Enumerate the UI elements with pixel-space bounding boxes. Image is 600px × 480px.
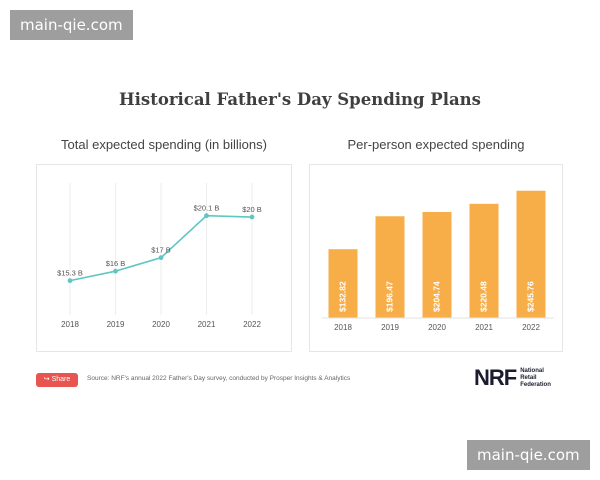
bar <box>375 216 405 318</box>
bar-value-label: $204.74 <box>431 281 441 312</box>
bar-value-label: $132.82 <box>337 281 347 312</box>
data-label: $20 B <box>242 205 262 214</box>
data-point <box>158 255 164 261</box>
bar-value-label: $245.76 <box>525 281 535 312</box>
data-label: $16 B <box>106 259 126 268</box>
x-tick-label: 2021 <box>198 320 216 329</box>
bar-value-label: $196.47 <box>384 281 394 312</box>
x-tick-label: 2020 <box>428 323 446 332</box>
logo-text: National Retail Federation <box>520 368 551 389</box>
line-chart: $15.3 B $16 B $17 B $20.1 B $20 B 2018 2019 202… <box>57 183 262 329</box>
nrf-logo: NRF National Retail Federation <box>474 367 551 389</box>
bar <box>422 211 452 318</box>
logo-mark: NRF <box>474 365 517 390</box>
watermark-top: main-qie.com <box>10 10 133 40</box>
x-tick-label: 2020 <box>152 320 170 329</box>
bar-chart-title: Per-person expected spending <box>347 137 525 152</box>
line-chart-panel: $15.3 B $16 B $17 B $20.1 B $20 B 2018 2019 202… <box>36 164 292 352</box>
logo-line3: Federation <box>520 381 551 388</box>
x-tick-label: 2021 <box>475 323 493 332</box>
bar-value-label: $220.48 <box>478 281 488 312</box>
x-tick-label: 2022 <box>243 320 261 329</box>
x-tick-label: 2022 <box>522 323 540 332</box>
page-title: Historical Father's Day Spending Plans <box>119 90 481 109</box>
x-tick-label: 2018 <box>61 320 79 329</box>
data-point <box>113 268 118 274</box>
data-label: $17 B <box>151 246 171 255</box>
line-chart-title: Total expected spending (in billions) <box>61 137 267 152</box>
logo-line2: Retail <box>520 374 537 381</box>
bar <box>469 203 499 318</box>
bar <box>328 249 358 318</box>
data-label: $15.3 B <box>57 269 83 278</box>
share-label: Share <box>51 376 71 383</box>
data-point <box>67 278 73 284</box>
logo-line1: National <box>520 367 544 374</box>
bar-chart-panel: $132.82 $196.47 $204.74 $220.48 $245.76 2018 2… <box>309 164 563 352</box>
source-note: Source: NRF's annual 2022 Father's Day s… <box>87 375 351 382</box>
share-button[interactable]: ↪ Share <box>36 373 78 387</box>
watermark-bottom: main-qie.com <box>467 440 590 470</box>
x-tick-label: 2018 <box>334 323 352 332</box>
x-tick-label: 2019 <box>107 320 125 329</box>
data-point <box>249 214 255 220</box>
bar-chart: $132.82 $196.47 $204.74 $220.48 $245.76 2018 2… <box>322 190 554 332</box>
data-label: $20.1 B <box>194 204 220 213</box>
bar <box>516 190 546 318</box>
data-point <box>204 213 209 219</box>
share-icon: ↪ <box>43 376 50 383</box>
x-tick-label: 2019 <box>381 323 399 332</box>
